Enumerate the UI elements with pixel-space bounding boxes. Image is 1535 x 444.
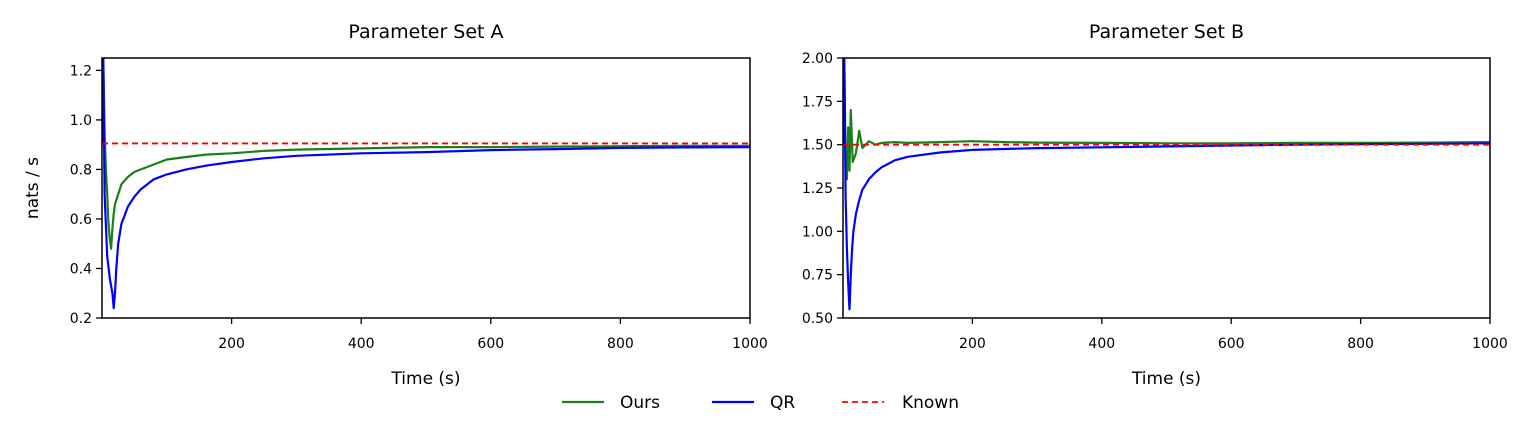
chart-title: Parameter Set B: [1089, 21, 1244, 43]
y-tick-label: 0.4: [70, 261, 92, 277]
y-tick-label: 1.75: [802, 94, 833, 110]
series-line-qr: [102, 58, 750, 310]
legend: Ours QR Known: [562, 393, 959, 413]
legend-entry-known: Known: [842, 393, 959, 413]
legend-label-known: Known: [902, 393, 959, 413]
legend-label-qr: QR: [770, 393, 795, 413]
x-axis-label: Time (s): [390, 369, 460, 389]
x-tick-label: 600: [1218, 336, 1245, 352]
x-tick-label: 1000: [1472, 336, 1508, 352]
panel-parameter-set-a: Parameter Set A Time (s) nats / s 200 400…: [23, 21, 768, 389]
chart-title: Parameter Set A: [348, 21, 503, 43]
y-tick-label: 0.8: [70, 162, 92, 178]
x-axis-label: Time (s): [1131, 369, 1201, 389]
x-tick-label: 800: [1347, 336, 1374, 352]
y-tick-label: 0.50: [802, 311, 833, 327]
x-tick-label: 800: [607, 336, 634, 352]
x-tick-label: 400: [348, 336, 375, 352]
legend-label-ours: Ours: [620, 393, 660, 413]
y-tick-label: 0.75: [802, 268, 833, 284]
plot-frame: [101, 57, 751, 319]
y-tick-label: 1.25: [802, 181, 833, 197]
x-tick-label: 200: [959, 336, 986, 352]
legend-entry-ours: Ours: [562, 393, 660, 413]
y-tick-label: 0.2: [70, 311, 92, 327]
y-tick-label: 2.00: [802, 51, 833, 67]
y-tick-label: 1.0: [70, 113, 92, 129]
series-line-ours: [102, 58, 750, 250]
x-tick-label: 200: [218, 336, 245, 352]
y-tick-label: 1.2: [70, 63, 92, 79]
plot-frame: [842, 57, 1491, 319]
y-tick-label: 1.50: [802, 138, 833, 154]
y-axis-label: nats / s: [23, 157, 43, 219]
y-tick-label: 1.00: [802, 224, 833, 240]
series-line-qr: [843, 58, 1490, 311]
x-tick-label: 400: [1088, 336, 1115, 352]
x-tick-label: 600: [477, 336, 504, 352]
legend-entry-qr: QR: [712, 393, 795, 413]
panel-parameter-set-b: Parameter Set B Time (s) 200 400 600 800 100…: [802, 21, 1508, 389]
x-tick-label: 1000: [732, 336, 768, 352]
y-tick-label: 0.6: [70, 212, 92, 228]
series-line-ours: [843, 58, 1490, 181]
